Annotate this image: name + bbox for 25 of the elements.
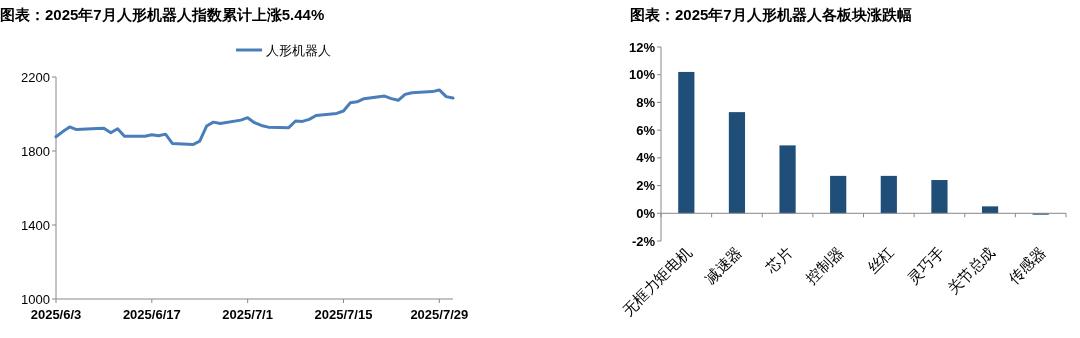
x-tick-label: 控制器 <box>802 243 847 287</box>
x-tick-label: 2025/6/17 <box>122 307 181 322</box>
y-tick-label: 1000 <box>21 291 50 307</box>
y-tick-label: 2% <box>636 178 656 194</box>
y-tick-label: 4% <box>636 150 656 166</box>
chart-title: 图表：2025年7月人形机器人指数累计上涨5.44% <box>0 6 325 23</box>
x-tick-label: 2025/7/29 <box>410 307 469 322</box>
x-tick-label: 传感器 <box>1004 243 1049 287</box>
x-tick-label: 丝杠 <box>863 243 897 277</box>
y-tick-label: 12% <box>628 39 656 55</box>
y-tick-label: 1400 <box>21 217 50 233</box>
y-tick-label: 1800 <box>21 143 50 159</box>
chart-title: 图表：2025年7月人形机器人各板块涨跌幅 <box>630 6 912 23</box>
x-tick-label: 2025/7/1 <box>222 307 273 322</box>
x-tick-label: 2025/7/15 <box>314 307 373 322</box>
x-tick-label: 减速器 <box>701 243 746 287</box>
legend-label: 人形机器人 <box>266 43 331 58</box>
x-tick-label: 2025/6/3 <box>30 307 82 322</box>
y-tick-label: 6% <box>636 122 656 138</box>
y-tick-label: 2200 <box>21 69 50 85</box>
y-tick-label: 8% <box>636 94 656 110</box>
x-tick-label: 芯片 <box>761 243 796 278</box>
y-tick-label: -2% <box>631 233 656 249</box>
y-tick-label: 0% <box>636 205 656 221</box>
y-tick-label: 10% <box>628 67 656 83</box>
